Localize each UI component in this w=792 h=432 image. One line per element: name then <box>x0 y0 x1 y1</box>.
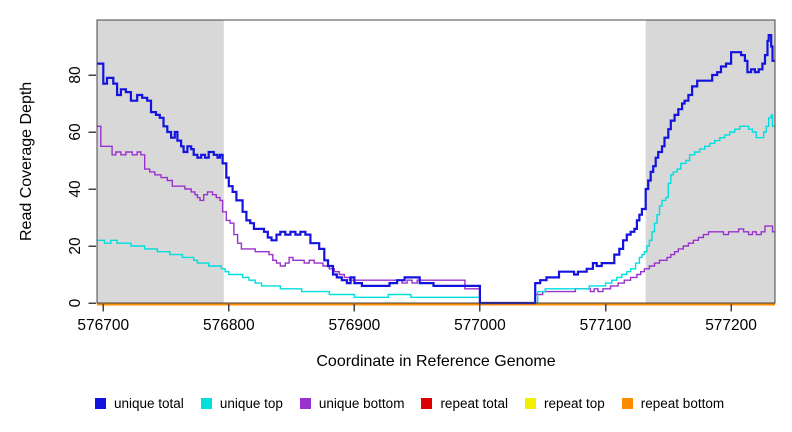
x-tick-label: 576900 <box>329 317 381 334</box>
y-tick-label: 60 <box>67 123 84 141</box>
y-tick-label: 40 <box>67 180 84 198</box>
legend-item-unique-bottom: unique bottom <box>299 396 405 411</box>
legend-label: unique total <box>114 396 184 411</box>
x-axis-label: Coordinate in Reference Genome <box>316 353 556 370</box>
y-tick-label: 80 <box>67 66 84 84</box>
legend-swatch-repeat-bottom <box>621 398 633 409</box>
legend-item-repeat-bottom: repeat bottom <box>621 396 725 411</box>
legend-swatch-unique-bottom <box>299 398 311 409</box>
legend-swatch-repeat-top <box>524 398 536 409</box>
y-tick-label: 0 <box>67 298 84 307</box>
series-line-unique-total <box>97 34 775 305</box>
legend-item-unique-total: unique total <box>95 396 184 411</box>
legend-label: repeat total <box>440 396 508 411</box>
legend-item-repeat-total: repeat total <box>421 396 508 411</box>
y-axis-label: Read Coverage Depth <box>18 81 35 242</box>
x-tick-label: 577000 <box>454 317 506 334</box>
y-tick-label: 20 <box>67 237 84 255</box>
x-tick-label: 576700 <box>77 317 129 334</box>
legend-swatch-repeat-total <box>421 398 433 409</box>
x-tick-label: 577100 <box>580 317 632 334</box>
shaded-region-1 <box>645 20 775 303</box>
legend-label: repeat top <box>543 396 605 411</box>
series-line-unique-bottom <box>97 125 775 304</box>
legend-swatch-unique-top <box>200 398 212 409</box>
x-tick-label: 577200 <box>705 317 757 334</box>
shaded-region-0 <box>97 20 224 303</box>
series-line-unique-top <box>97 114 775 304</box>
plot-area: 576700 576800 576900 577000 577100 577200 0 20 4… <box>67 19 776 334</box>
legend-label: repeat bottom <box>640 396 725 411</box>
legend-item-unique-top: unique top <box>200 396 283 411</box>
legend: unique total unique top unique bottom repea… <box>95 396 775 411</box>
legend-item-repeat-top: repeat top <box>524 396 605 411</box>
legend-swatch-unique-total <box>95 398 106 409</box>
plot-border <box>96 19 776 304</box>
x-tick-label: 576800 <box>203 317 255 334</box>
legend-label: unique bottom <box>318 396 405 411</box>
legend-label: unique top <box>219 396 283 411</box>
